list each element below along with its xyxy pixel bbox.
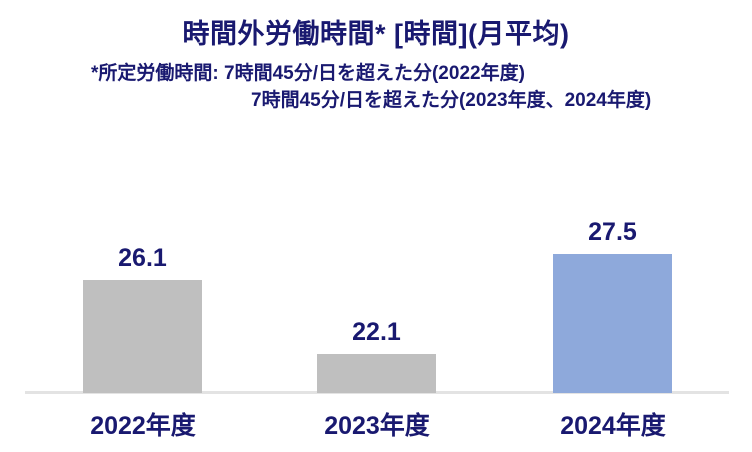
bar-column-2024: 27.5	[553, 217, 672, 393]
category-label-2024: 2024年度	[560, 412, 666, 440]
bar-column-2022: 26.1	[83, 243, 202, 393]
bar-column-2023: 22.1	[317, 317, 436, 393]
chart-title: 時間外労働時間* [時間](月平均)	[182, 19, 570, 49]
category-label-2023: 2023年度	[324, 412, 430, 440]
value-label-2023: 22.1	[352, 317, 401, 346]
chart-footnote-line2: 7時間45分/日を超えた分(2023年度、2024年度)	[251, 90, 652, 111]
value-label-2022: 26.1	[118, 243, 167, 272]
bar-2024	[553, 254, 672, 393]
value-label-2024: 27.5	[588, 217, 637, 246]
chart-footnote-line1: *所定労働時間: 7時間45分/日を超えた分(2022年度)	[91, 63, 525, 84]
bar-2023	[317, 354, 436, 393]
category-label-2022: 2022年度	[90, 412, 196, 440]
bar-2022	[83, 280, 202, 393]
